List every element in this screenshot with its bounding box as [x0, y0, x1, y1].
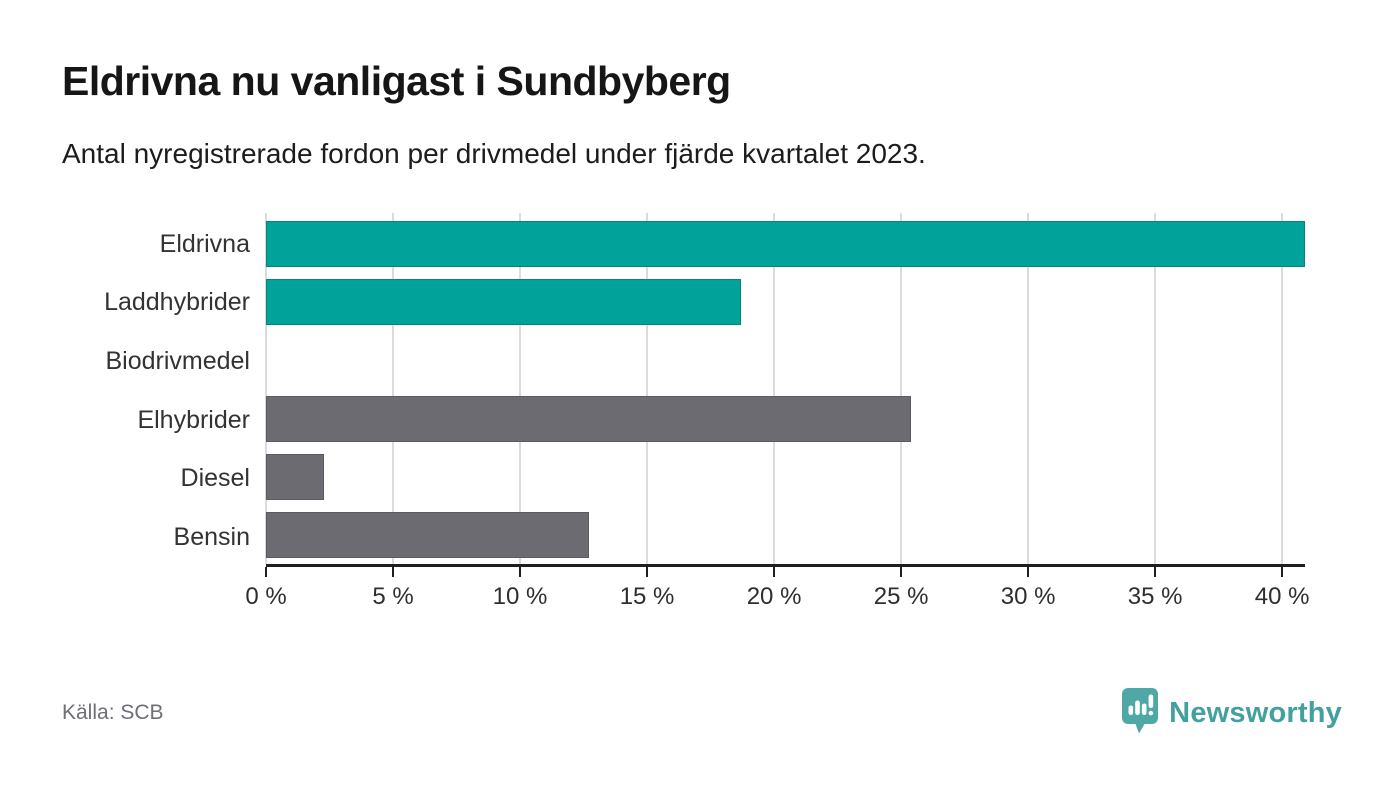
bar-bensin [266, 511, 589, 558]
bar-diesel [266, 453, 325, 500]
gridline [265, 213, 267, 564]
bar-row [266, 390, 1305, 448]
category-label: Elhybrider [137, 405, 250, 434]
footer: Källa: SCB Newsworthy [62, 686, 1342, 740]
bar-eldrivna [266, 221, 1305, 268]
bar-row [266, 273, 1305, 331]
brand-logo: Newsworthy [1121, 687, 1342, 740]
gridline [1027, 213, 1030, 564]
x-tick-label: 35 % [1127, 583, 1183, 610]
bar-laddhybrider [266, 279, 742, 326]
x-tick-label: 30 % [1000, 583, 1056, 610]
x-tick [900, 567, 903, 577]
brand-name: Newsworthy [1169, 696, 1342, 729]
x-tick-label: 0 % [245, 583, 287, 610]
chart-subtitle: Antal nyregistrerade fordon per drivmede… [62, 138, 926, 169]
page-title: Eldrivna nu vanligast i Sundbyberg [62, 58, 731, 104]
gridline [773, 213, 776, 564]
x-tick [519, 567, 522, 577]
category-label: Laddhybrider [104, 288, 250, 317]
x-tick [265, 567, 267, 577]
gridline [1154, 213, 1157, 564]
x-tick-label: 20 % [746, 583, 802, 610]
category-label: Bensin [173, 523, 250, 552]
newsworthy-chart-bubble-icon [1121, 687, 1159, 740]
x-tick-label: 5 % [372, 583, 414, 610]
x-tick [1281, 567, 1284, 577]
gridline [519, 213, 522, 564]
gridline [900, 213, 903, 564]
category-label: Diesel [180, 464, 250, 493]
x-axis: 0 % 5 % 10 % 15 % 20 % 25 % 30 % 35 % 40 % [245, 567, 1309, 623]
source-note: Källa: SCB [62, 701, 164, 724]
gridline [392, 213, 395, 564]
x-tick-label: 25 % [873, 583, 929, 610]
bar-row [266, 331, 1305, 389]
x-tick [392, 567, 395, 577]
x-tick [646, 567, 649, 577]
category-label: Eldrivna [159, 229, 250, 258]
bar-row [266, 506, 1305, 564]
x-tick [1154, 567, 1157, 577]
x-tick [1027, 567, 1030, 577]
category-label: Biodrivmedel [105, 347, 250, 376]
bar-elhybrider [266, 395, 912, 442]
x-tick-label: 15 % [619, 583, 675, 610]
gridline [1281, 213, 1284, 564]
x-tick [773, 567, 776, 577]
bar-chart: Eldrivna Laddhybrider Biodrivmedel Elhybrid… [62, 213, 1309, 623]
bar-row [266, 215, 1305, 273]
x-tick-label: 40 % [1254, 583, 1310, 610]
plot-area [265, 213, 1305, 567]
category-labels: Eldrivna Laddhybrider Biodrivmedel Elhybrid… [62, 215, 250, 567]
bar-row [266, 448, 1305, 506]
gridline [646, 213, 649, 564]
x-tick-label: 10 % [492, 583, 548, 610]
